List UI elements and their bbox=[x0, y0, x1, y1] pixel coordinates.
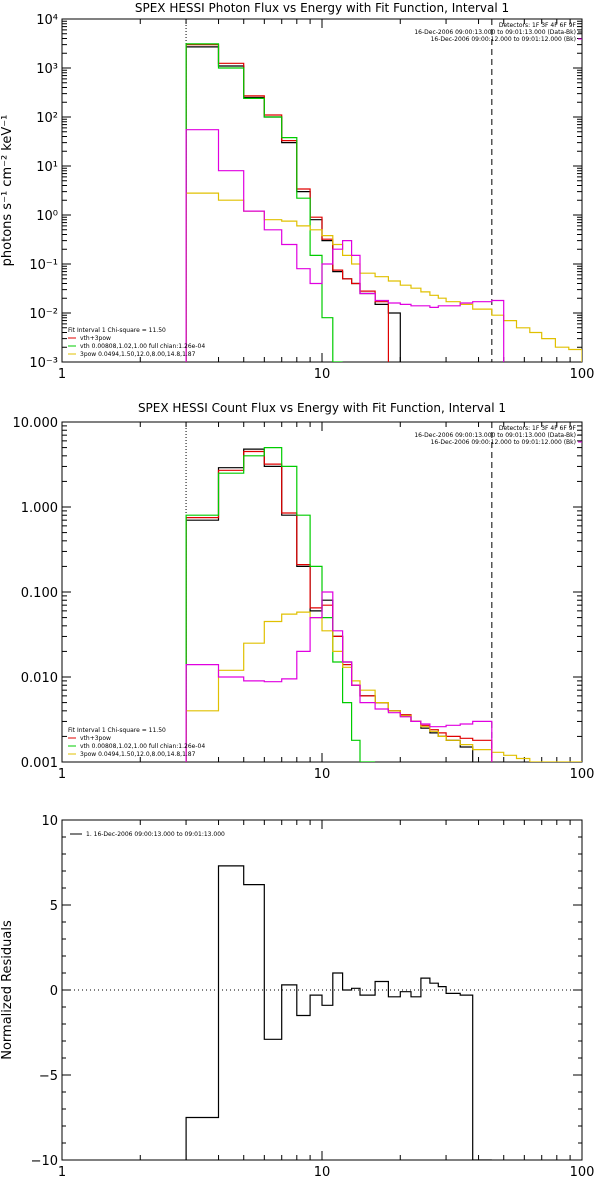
series-group bbox=[185, 865, 492, 1160]
chart-panel-2: SPEX HESSI Count Flux vs Energy with Fit… bbox=[13, 401, 595, 782]
y-tick-label: 10¹ bbox=[36, 160, 58, 175]
series-line-1 bbox=[185, 865, 492, 1160]
series-group bbox=[185, 43, 582, 362]
legend-entry: vth 0.00808,1.02,1.00 full chian:1.26e-0… bbox=[80, 743, 205, 750]
x-tick-label: 1 bbox=[58, 1165, 66, 1180]
x-tick-label: 10 bbox=[314, 767, 331, 782]
x-tick-label: 1 bbox=[58, 767, 66, 782]
x-tick-label: 100 bbox=[570, 1165, 595, 1180]
chart-title: SPEX HESSI Count Flux vs Energy with Fit… bbox=[138, 401, 506, 415]
legend-entry: Fit Interval 1 Chi-square = 11.50 bbox=[68, 727, 166, 734]
chart-title: SPEX HESSI Photon Flux vs Energy with Fi… bbox=[135, 1, 509, 15]
y-tick-label: 0.001 bbox=[21, 756, 58, 771]
legend-entry: 16-Dec-2006 09:00:12.000 to 09:01:12.000… bbox=[431, 439, 576, 446]
series-line-3 bbox=[185, 447, 376, 762]
y-tick-label: 10⁰ bbox=[36, 209, 58, 224]
series-line-5 bbox=[185, 591, 493, 762]
y-tick-label: 1.000 bbox=[21, 501, 58, 516]
chart-panel-3: 1 10 100 −10 −5 0 5 10 Normalized Residuals 1. 16… bbox=[0, 814, 594, 1180]
x-tick-label: 100 bbox=[570, 767, 595, 782]
x-tick-label: 100 bbox=[570, 367, 595, 382]
x-tick-label: 10 bbox=[314, 1165, 331, 1180]
y-tick-label: 10⁻¹ bbox=[29, 258, 58, 273]
y-tick-label: 0.100 bbox=[21, 586, 58, 601]
y-axis-label: photons s⁻¹ cm⁻² keV⁻¹ bbox=[0, 115, 15, 267]
x-tick-label: 10 bbox=[314, 367, 331, 382]
legend-entry: 1. 16-Dec-2006 09:00:13.000 to 09:01:13.… bbox=[86, 831, 225, 838]
legend-entry: vth+3pow bbox=[80, 335, 111, 342]
series-line-3 bbox=[185, 43, 343, 362]
y-tick-label: 10.000 bbox=[13, 416, 59, 431]
series-line-2 bbox=[185, 450, 493, 762]
legend-entry: 16-Dec-2006 09:00:13.000 to 09:01:13.000… bbox=[414, 432, 576, 439]
series-line-4 bbox=[185, 192, 582, 362]
x-tick-label: 1 bbox=[58, 367, 66, 382]
y-tick-label: 10² bbox=[36, 111, 58, 126]
y-tick-label: −5 bbox=[39, 1069, 58, 1084]
legend-entry: Detectors: 1F 3F 4F 6F 9F bbox=[499, 22, 577, 29]
y-tick-label: 5 bbox=[50, 899, 58, 914]
series-group bbox=[185, 447, 582, 762]
y-tick-label: 0 bbox=[50, 984, 58, 999]
legend-entry: vth+3pow bbox=[80, 735, 111, 742]
legend-entry: Fit Interval 1 Chi-square = 11.50 bbox=[68, 327, 166, 334]
legend-entry: 16-Dec-2006 09:00:13.000 to 09:01:13.000… bbox=[414, 29, 576, 36]
series-line-1 bbox=[185, 46, 401, 362]
legend-entry: Detectors: 1F 3F 4F 6F 9F bbox=[499, 425, 577, 432]
y-axis-label: Normalized Residuals bbox=[0, 920, 15, 1060]
y-tick-label: −10 bbox=[31, 1154, 58, 1169]
legend-entry: 16-Dec-2006 09:00:12.000 to 09:01:12.000… bbox=[431, 36, 576, 43]
series-line-5 bbox=[185, 129, 505, 362]
y-tick-label: 10³ bbox=[36, 62, 58, 77]
y-tick-label: 10⁴ bbox=[36, 13, 58, 28]
y-tick-label: 10⁻³ bbox=[29, 356, 58, 371]
legend-entry: 3pow 0.0494,1.50,12.0,8.00,14.8,1.87 bbox=[80, 751, 196, 758]
series-line-4 bbox=[185, 611, 582, 762]
y-tick-label: 10 bbox=[41, 814, 58, 829]
y-tick-label: 10⁻² bbox=[29, 307, 58, 322]
series-line-2 bbox=[185, 44, 389, 362]
y-tick-label: 0.010 bbox=[21, 671, 58, 686]
legend-entry: 3pow 0.0494,1.50,12.0,8.00,14.8,1.87 bbox=[80, 351, 196, 358]
legend-entry: vth 0.00808,1.02,1.00 full chian:1.26e-0… bbox=[80, 343, 205, 350]
chart-panel-1: SPEX HESSI Photon Flux vs Energy with Fi… bbox=[0, 1, 594, 382]
